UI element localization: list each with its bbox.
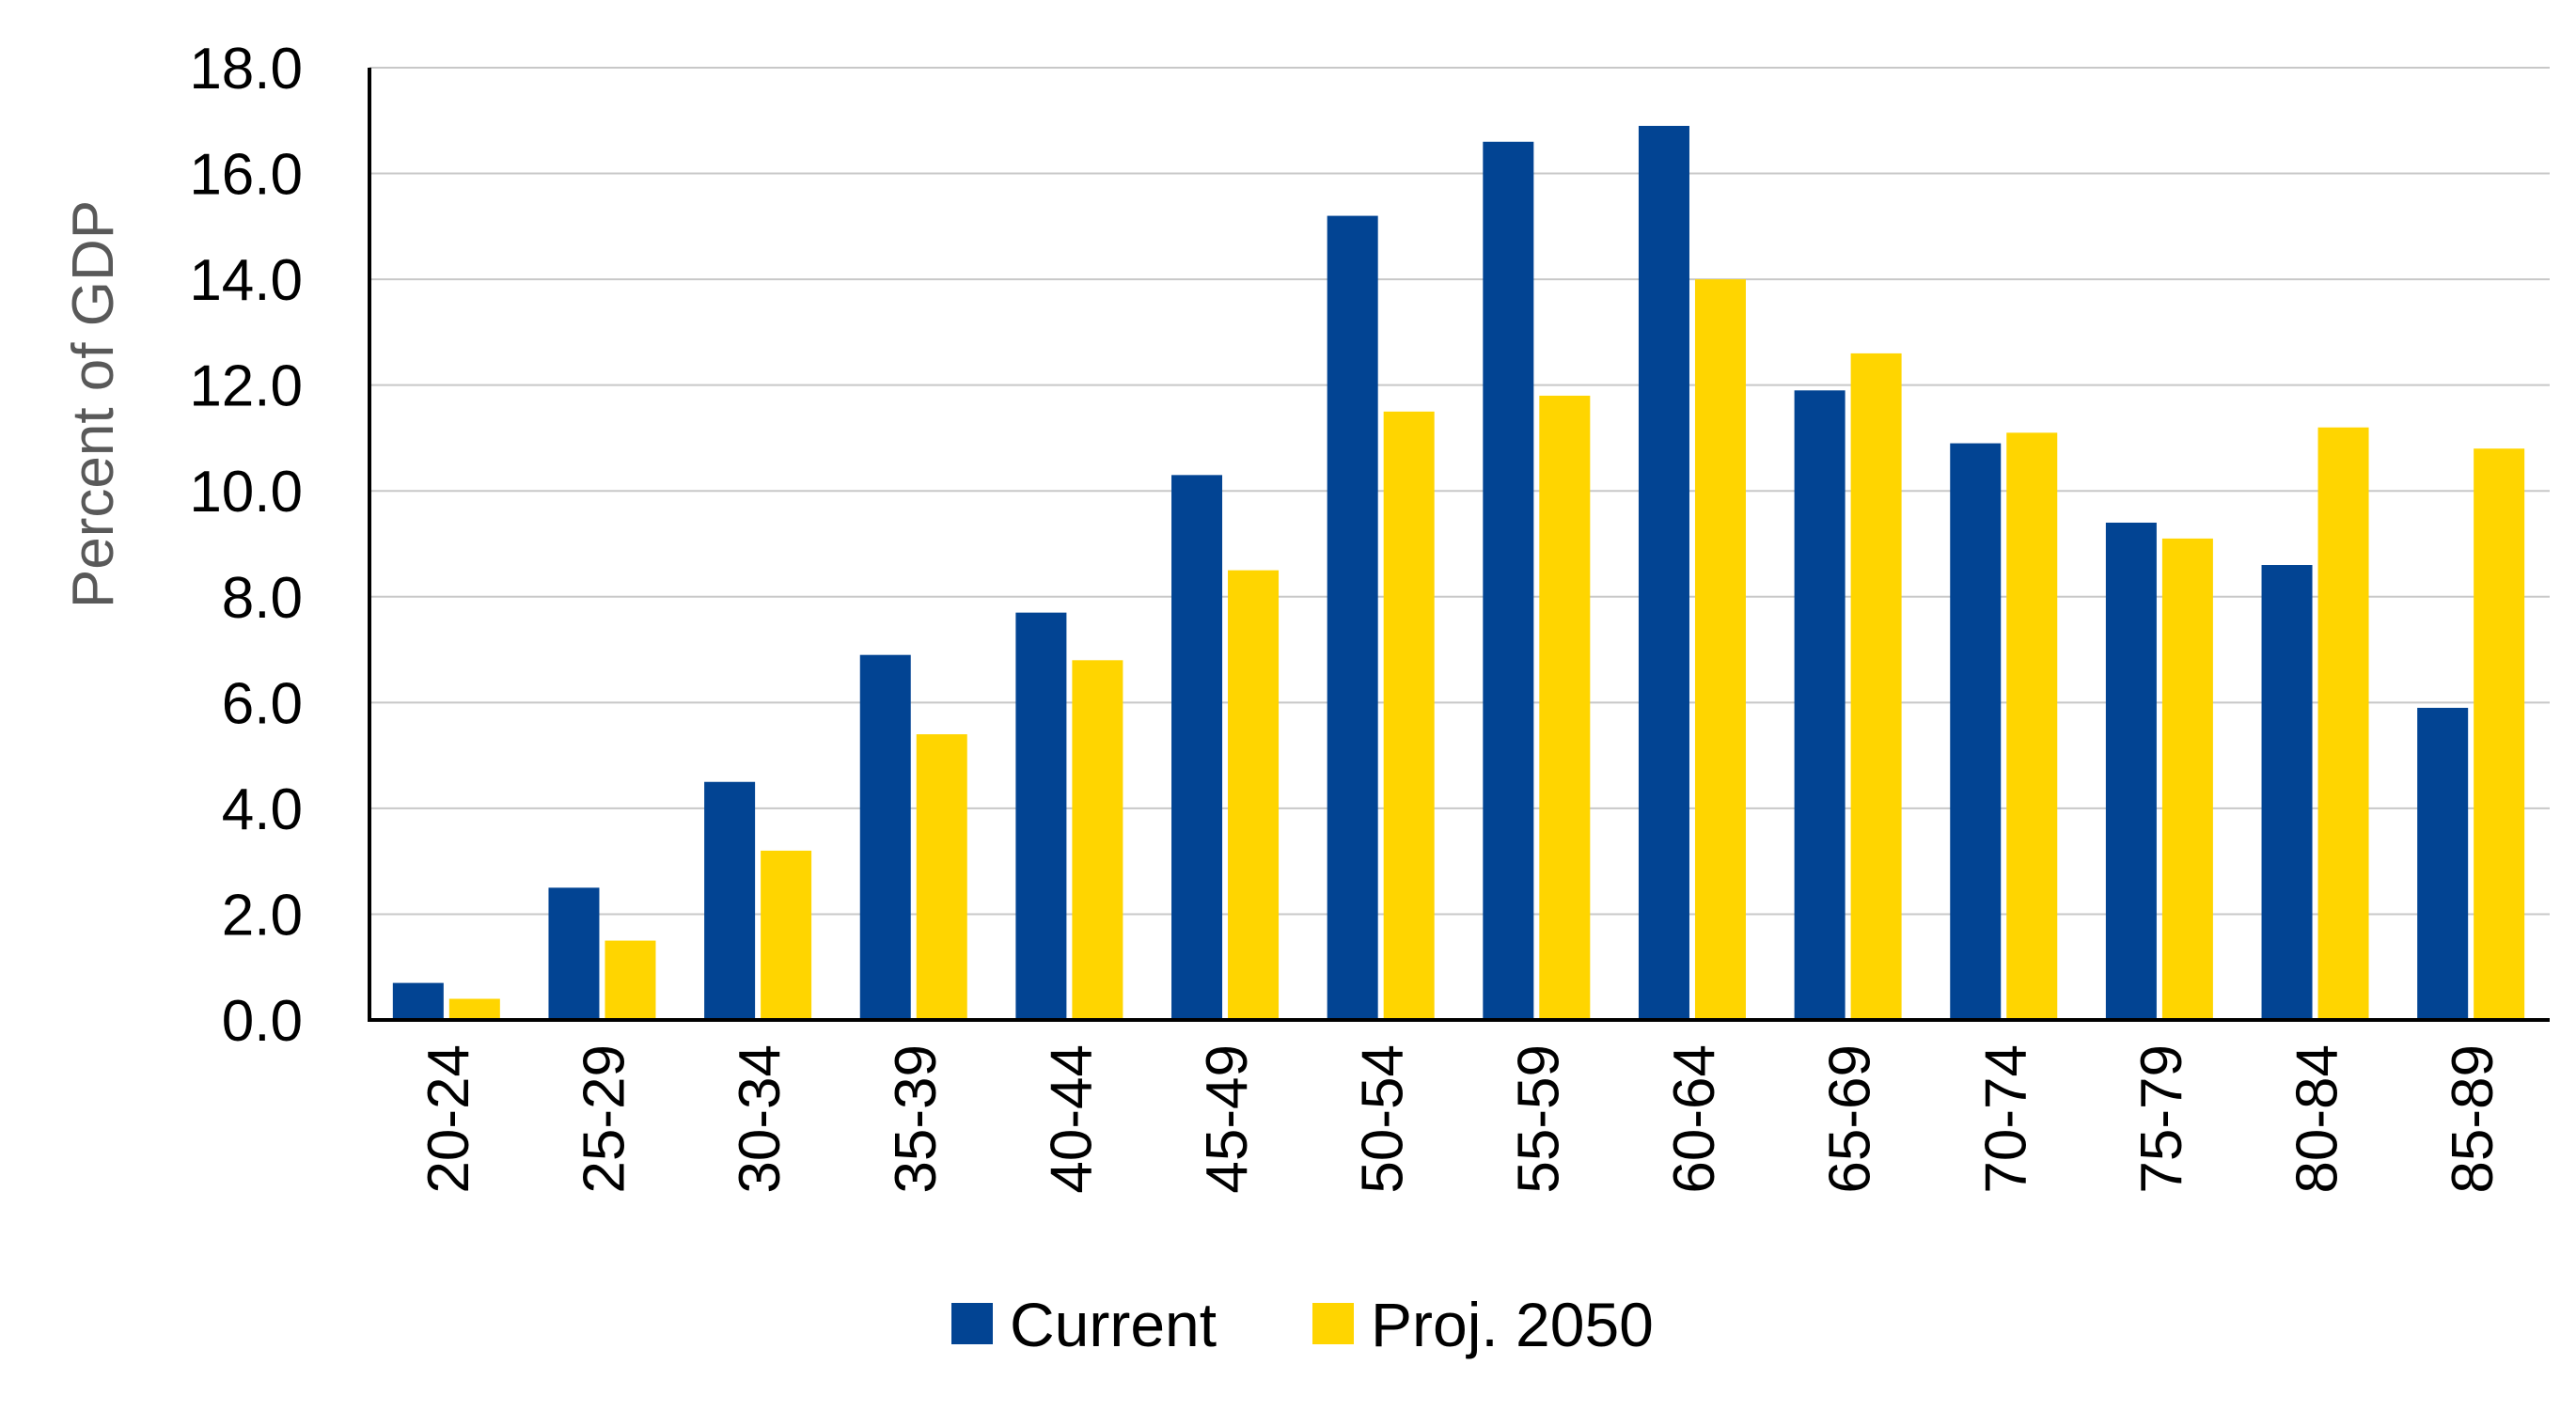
bar-current: [1171, 475, 1223, 1021]
y-tick-label: 16.0: [189, 143, 303, 208]
y-tick-label: 0.0: [222, 989, 303, 1054]
x-tick-label: 20-24: [416, 1044, 481, 1194]
axes: [368, 68, 2550, 1022]
y-tick-label: 2.0: [222, 883, 303, 948]
bar-current: [548, 887, 600, 1020]
bar-current: [1015, 612, 1067, 1020]
y-tick-label: 6.0: [222, 671, 303, 736]
legend-swatch-current: [951, 1303, 993, 1344]
y-tick-label: 10.0: [189, 460, 303, 525]
bar-current: [2261, 565, 2313, 1020]
bar-current: [1327, 215, 1378, 1021]
legend-label-proj-2050: Proj. 2050: [1371, 1290, 1654, 1359]
bar-current: [1483, 141, 1534, 1021]
bar-proj-2050: [1850, 353, 1902, 1020]
legend-swatch-proj-2050: [1312, 1303, 1354, 1344]
y-tick-label: 18.0: [189, 37, 303, 102]
y-tick-label: 12.0: [189, 354, 303, 419]
legend-label-current: Current: [1010, 1290, 1217, 1359]
x-tick-label: 80-84: [2285, 1044, 2350, 1194]
bar-proj-2050: [2474, 448, 2525, 1020]
bar-proj-2050: [1072, 660, 1123, 1020]
bar-proj-2050: [2006, 432, 2058, 1021]
bar-current: [2105, 522, 2157, 1020]
bar-current: [704, 781, 756, 1020]
y-axis-tick-labels: 0.0 2.0 4.0 6.0 8.0 10.0 12.0 14.0 16.0 18.0: [189, 37, 303, 1054]
x-tick-label: 45-49: [1195, 1044, 1260, 1194]
y-tick-label: 14.0: [189, 248, 303, 313]
x-axis-tick-labels: 20-24 25-29 30-34 35-39 40-44 45-49 50-54 55-59…: [416, 1044, 2505, 1194]
bar-proj-2050: [1539, 395, 1591, 1020]
bar-proj-2050: [2161, 538, 2213, 1020]
bar-current: [392, 982, 444, 1020]
x-tick-label: 55-59: [1506, 1044, 1571, 1194]
x-tick-label: 60-64: [1662, 1044, 1727, 1194]
bar-proj-2050: [1228, 570, 1280, 1020]
bar-current: [2417, 707, 2469, 1020]
x-tick-label: 40-44: [1039, 1044, 1104, 1194]
x-tick-label: 70-74: [1973, 1044, 2038, 1194]
gridlines: [369, 67, 2550, 916]
x-tick-label: 25-29: [572, 1044, 636, 1194]
x-tick-label: 50-54: [1351, 1044, 1416, 1194]
y-axis-title: Percent of GDP: [61, 200, 126, 608]
bar-proj-2050: [2317, 427, 2369, 1020]
bar-current: [1638, 125, 1689, 1021]
y-tick-label: 8.0: [222, 566, 303, 631]
bar-proj-2050: [605, 940, 656, 1020]
bars: [392, 125, 2525, 1021]
bar-current: [1950, 443, 2002, 1020]
x-tick-label: 75-79: [2129, 1044, 2194, 1194]
y-tick-label: 4.0: [222, 777, 303, 842]
bar-proj-2050: [1694, 279, 1746, 1021]
bar-proj-2050: [761, 850, 812, 1020]
x-tick-label: 35-39: [884, 1044, 949, 1194]
bar-proj-2050: [448, 998, 500, 1020]
x-tick-label: 30-34: [728, 1044, 793, 1194]
bar-proj-2050: [916, 734, 967, 1020]
bar-current: [1794, 390, 1846, 1020]
bar-current: [859, 654, 911, 1020]
x-tick-label: 85-89: [2441, 1044, 2505, 1194]
legend: Current Proj. 2050: [951, 1290, 1654, 1359]
x-tick-label: 65-69: [1818, 1044, 1883, 1194]
bar-proj-2050: [1383, 411, 1435, 1020]
